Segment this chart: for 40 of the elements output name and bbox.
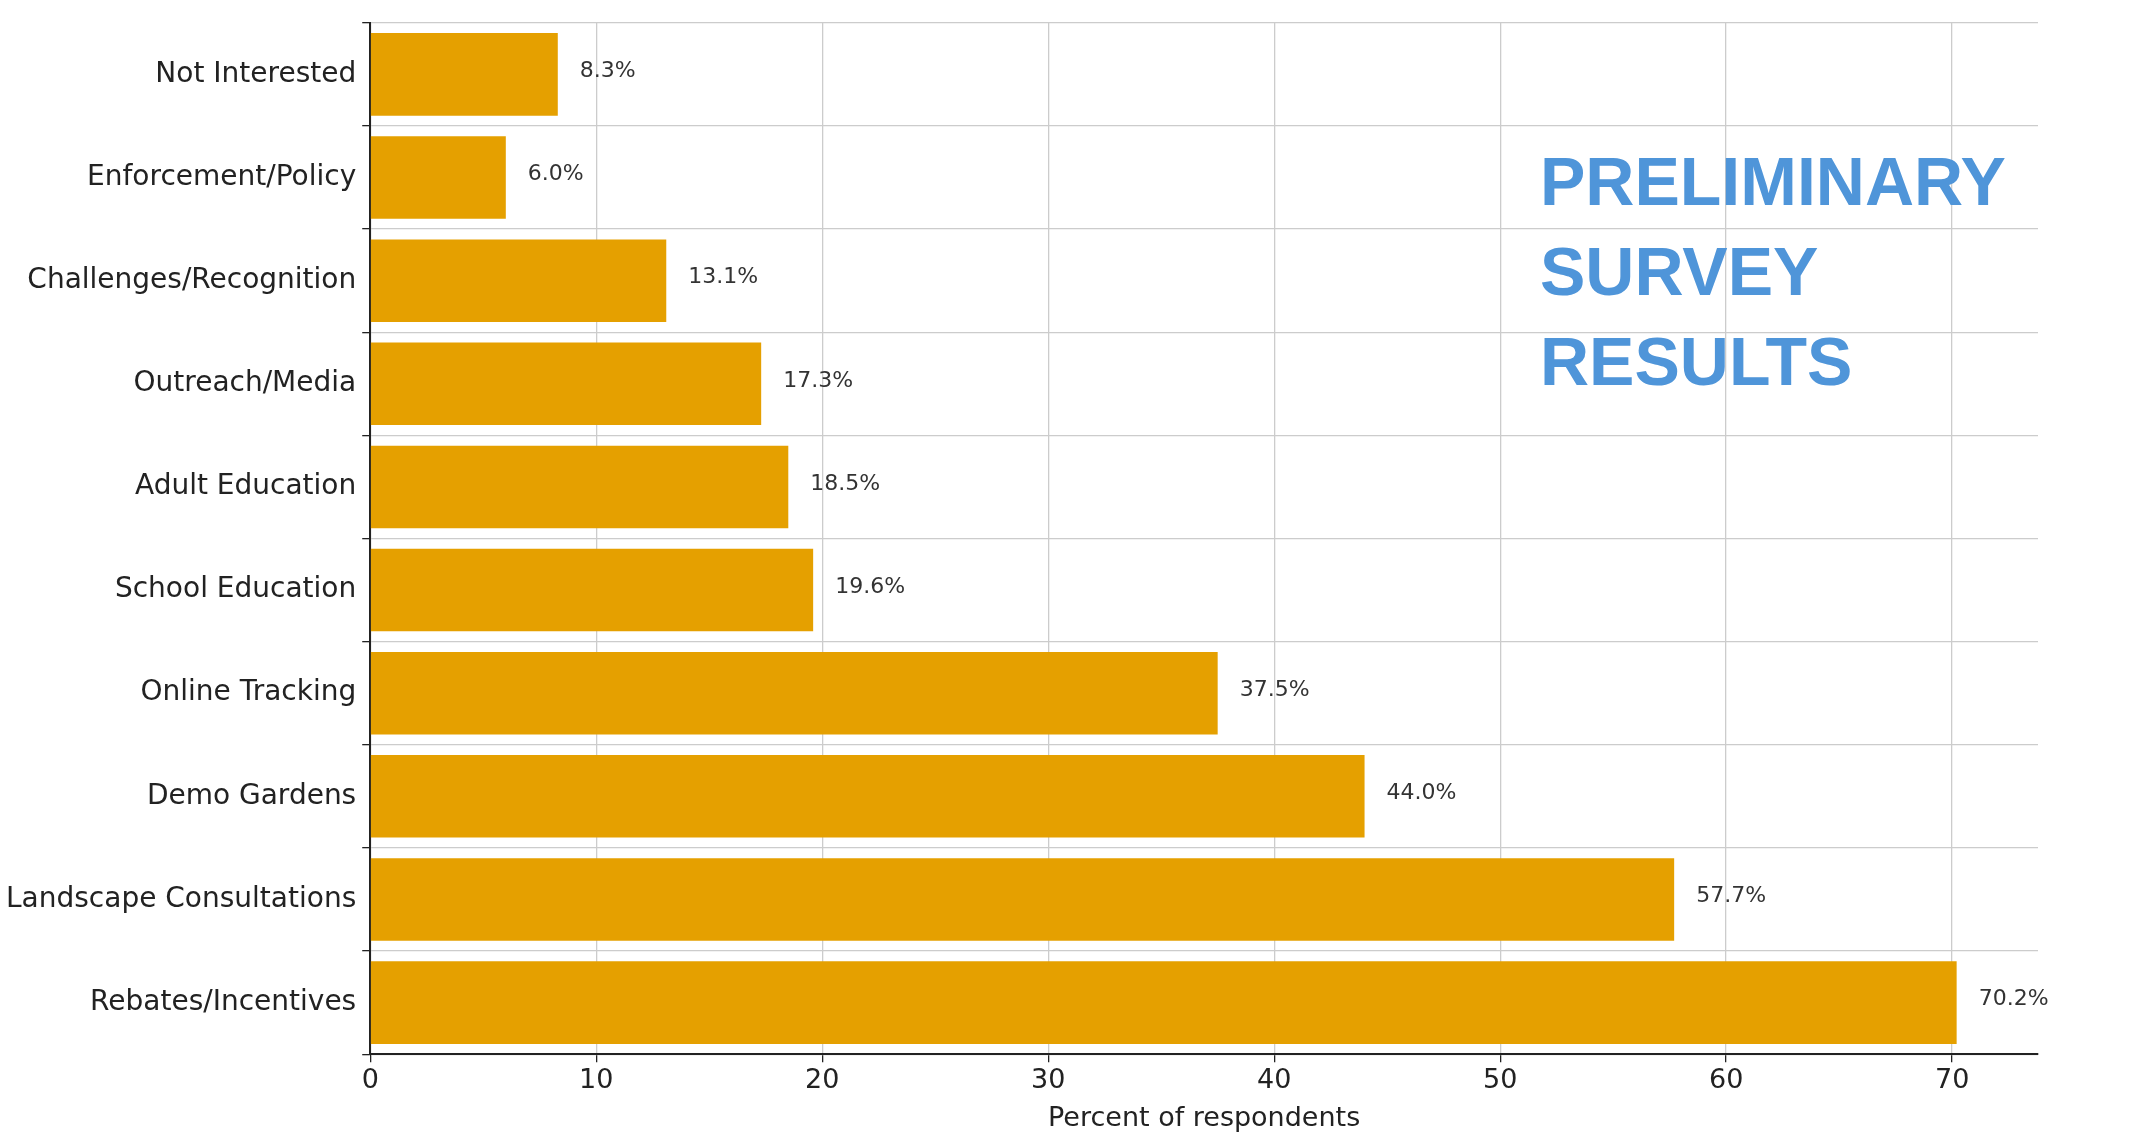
x-tick-label: 20: [805, 1063, 840, 1095]
x-tick-label: 0: [361, 1063, 379, 1095]
data-label: 37.5%: [1239, 675, 1310, 701]
data-label: 6.0%: [527, 160, 584, 186]
data-label: 18.5%: [810, 469, 881, 495]
data-label: 44.0%: [1386, 779, 1457, 805]
data-label: 70.2%: [1978, 985, 2049, 1011]
data-label: 13.1%: [688, 263, 759, 289]
y-tick-label: School Education: [114, 571, 357, 605]
y-tick-label: Online Tracking: [140, 674, 357, 708]
data-label: 57.7%: [1696, 882, 1767, 908]
y-tick-label: Demo Gardens: [146, 777, 357, 811]
bar: [370, 342, 762, 426]
bar: [370, 33, 558, 116]
x-tick-label: 40: [1256, 1063, 1292, 1095]
y-tick-label: Challenges/Recognition: [27, 261, 357, 295]
x-tick-label: 60: [1708, 1063, 1744, 1095]
bar: [370, 445, 789, 529]
data-label: 8.3%: [579, 57, 636, 83]
y-tick-label: Enforcement/Policy: [87, 158, 357, 192]
y-tick-label: Not Interested: [155, 55, 357, 89]
bar: [370, 548, 814, 632]
data-label: 19.6%: [835, 572, 906, 598]
x-axis-title: Percent of respondents: [1047, 1100, 1361, 1132]
x-tick-label: 50: [1482, 1063, 1518, 1095]
y-tick-label: Rebates/Incentives: [90, 983, 357, 1017]
annotation: PRELIMINARY SURVEY RESULTS: [1540, 143, 2006, 399]
x-tick-label: 10: [579, 1063, 614, 1095]
y-tick-label: Adult Education: [134, 468, 357, 502]
x-tick-label: 70: [1934, 1063, 1970, 1095]
bar: [370, 755, 1365, 838]
data-label: 17.3%: [783, 366, 854, 392]
y-tick-label: Landscape Consultations: [6, 880, 357, 914]
bar: [370, 961, 1957, 1044]
x-tick-label: 30: [1031, 1063, 1066, 1095]
y-tick-label: Outreach/Media: [133, 365, 357, 399]
bar: [370, 136, 506, 219]
bar: [370, 651, 1218, 735]
bar: [370, 858, 1675, 941]
bar: [370, 239, 667, 322]
